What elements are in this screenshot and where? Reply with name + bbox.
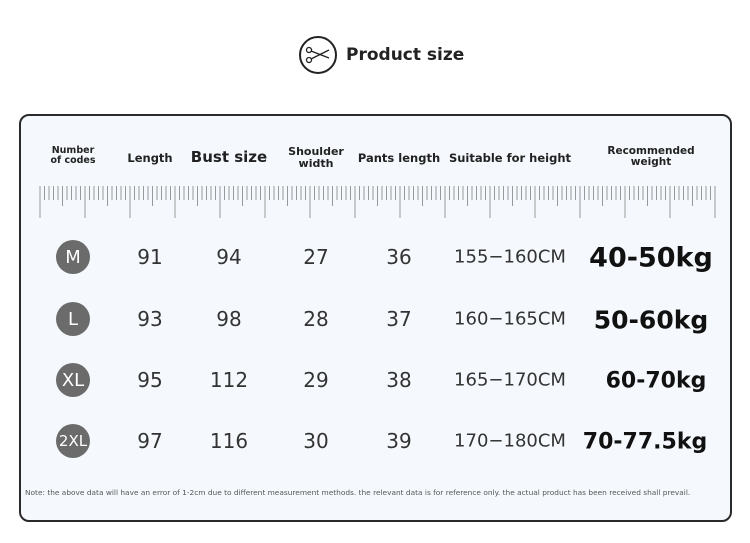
cell-length: 97 (137, 429, 163, 453)
cell-height: 160−165CM (454, 308, 566, 330)
header-bust: Bust size (190, 148, 268, 166)
cell-length: 95 (137, 368, 163, 392)
cell-weight: 70-77.5kg (582, 429, 708, 455)
cell-weight: 60-70kg (605, 368, 707, 394)
cell-pants: 39 (386, 429, 412, 453)
note-text: Note: the above data will have an error … (25, 488, 691, 497)
cell-height: 155−160CM (454, 246, 566, 268)
cell-length: 91 (137, 245, 163, 269)
cell-shoulder: 27 (303, 245, 329, 269)
cell-bust: 112 (209, 368, 249, 392)
cell-pants: 37 (386, 307, 412, 331)
size-badge: 2XL (56, 424, 90, 458)
cell-bust: 94 (216, 245, 242, 269)
header-code: Number of codes (50, 145, 96, 166)
cell-pants: 38 (386, 368, 412, 392)
header-shoulder: Shoulder width (288, 145, 344, 170)
size-badge: XL (56, 363, 90, 397)
header-weight: Recommended weight (607, 145, 695, 169)
ruler-graphic (39, 186, 716, 218)
cell-weight: 40-50kg (589, 242, 713, 274)
size-badge: M (56, 240, 90, 274)
header-length: Length (127, 151, 173, 165)
cell-bust: 116 (209, 429, 249, 453)
cell-weight: 50-60kg (593, 305, 709, 335)
title-text: Product size (346, 45, 465, 65)
cell-bust: 98 (216, 307, 242, 331)
size-chart-card (19, 114, 732, 522)
scissors-icon (299, 36, 337, 74)
cell-shoulder: 29 (303, 368, 329, 392)
cell-height: 170−180CM (454, 430, 566, 452)
page-title: Product size (299, 36, 464, 74)
header-pants: Pants length (357, 151, 441, 165)
cell-shoulder: 28 (303, 307, 329, 331)
size-badge: L (56, 302, 90, 336)
cell-shoulder: 30 (303, 429, 329, 453)
header-height: Suitable for height (448, 151, 572, 165)
cell-length: 93 (137, 307, 163, 331)
cell-height: 165−170CM (454, 369, 566, 391)
cell-pants: 36 (386, 245, 412, 269)
